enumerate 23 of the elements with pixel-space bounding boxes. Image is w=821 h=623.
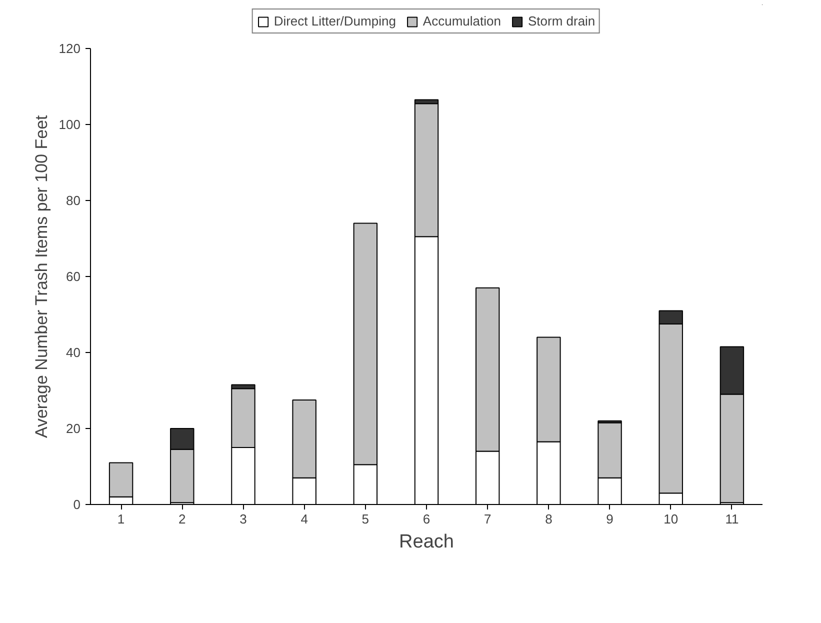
y-axis-title: Average Number Trash Items per 100 Feet [32,114,51,438]
x-tick-label: 5 [362,512,370,526]
y-tick-label: 40 [66,345,81,360]
x-tick-label: 4 [300,512,308,526]
x-tick-label: 9 [606,512,614,526]
x-axis-title: Reach [399,532,454,552]
x-tick-label: 2 [178,512,186,526]
x-tick-label: 6 [422,512,430,526]
y-tick-label: 0 [73,497,81,512]
legend-label: Direct Litter/Dumping [274,14,396,28]
y-tick-label: 20 [66,421,81,436]
x-tick-label: 3 [240,512,247,526]
x-tick-label: 11 [725,512,739,526]
y-tick-label: 100 [58,117,81,132]
legend-label: Accumulation [422,14,501,28]
x-tick-label: 7 [484,512,492,526]
y-tick-label: 120 [58,41,81,56]
x-tick-label: 1 [117,512,125,526]
legend-label: Storm drain [528,14,596,28]
x-tick-label: 10 [664,512,678,526]
x-tick-label: 8 [545,512,552,526]
y-tick-label: 80 [66,193,81,208]
y-tick-label: 60 [66,269,81,284]
